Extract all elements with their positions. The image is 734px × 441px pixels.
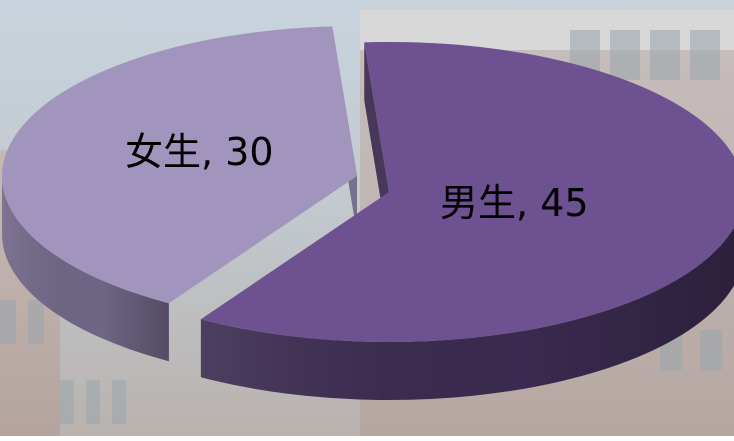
slice-女生 xyxy=(2,26,358,362)
slice-side-shade-女生 xyxy=(2,176,169,362)
slice-top-男生 xyxy=(200,42,734,342)
slice-男生 xyxy=(200,42,734,400)
pie-group xyxy=(2,26,734,400)
slice-side-shade-男生 xyxy=(200,227,734,400)
slice-top-女生 xyxy=(2,26,358,304)
pie-labels: 男生, 45 女生, 30 xyxy=(125,130,589,225)
data-label-女生: 女生, 30 xyxy=(125,130,274,174)
data-label-男生: 男生, 45 xyxy=(440,181,589,225)
